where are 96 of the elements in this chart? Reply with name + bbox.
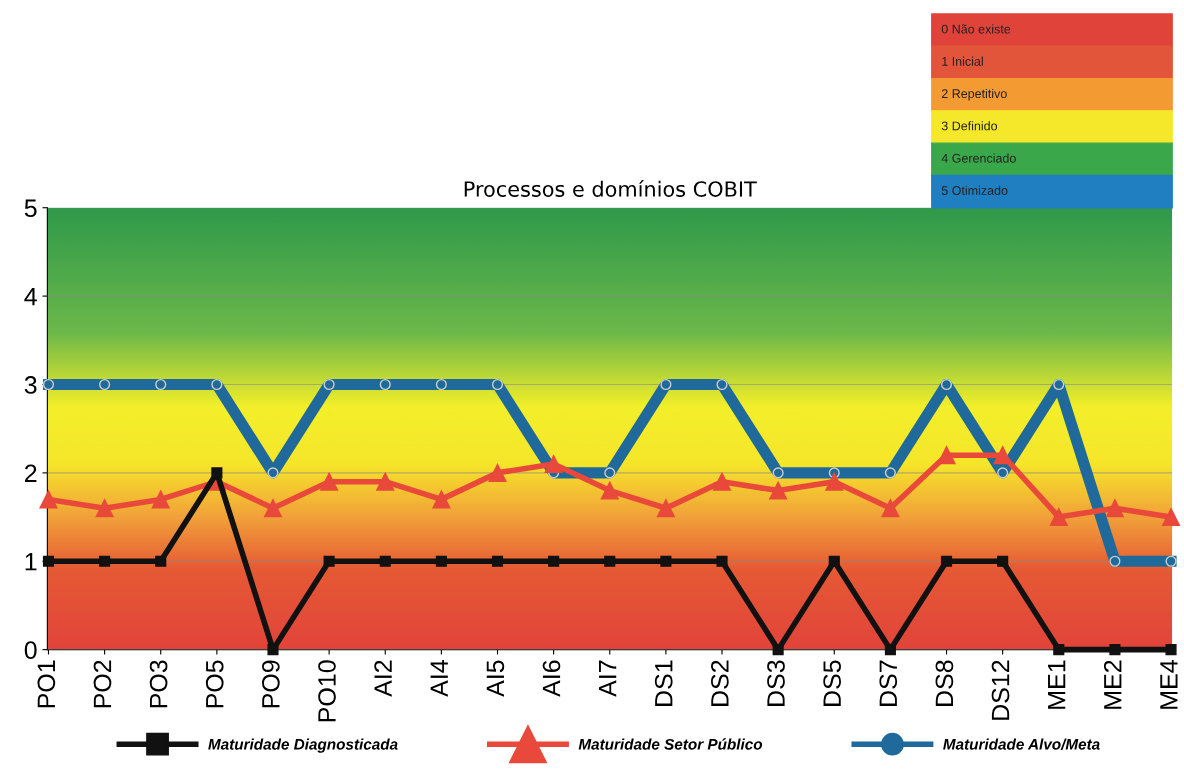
point: [432, 490, 451, 509]
point: [656, 499, 675, 518]
x-tick-label: AI5: [486, 660, 505, 697]
point: [39, 490, 58, 509]
point: [604, 555, 616, 567]
x-tick-label: AI4: [430, 660, 448, 697]
x-tick-label: ME4: [1160, 660, 1178, 709]
x-tick-label: DS8: [935, 660, 954, 706]
point: [42, 555, 55, 567]
text: 5 Otimizado: [941, 185, 1008, 195]
x-tick-label: DS3: [767, 660, 785, 706]
x-tick-label: PO5: [205, 660, 224, 708]
x-tick-label: DS12: [991, 660, 1010, 720]
point: [155, 378, 167, 391]
point: [772, 467, 784, 479]
point: [997, 555, 1009, 567]
point: [1165, 644, 1177, 656]
point: [884, 467, 896, 479]
point: [548, 555, 560, 567]
y-tick-label: 2: [24, 464, 37, 482]
point: [1105, 499, 1124, 518]
point: [488, 463, 507, 482]
point: [1049, 508, 1068, 527]
x-tick-label: PO2: [93, 660, 112, 708]
point: [211, 467, 223, 479]
chart-title: Processos e domínios COBIT: [464, 179, 757, 197]
point: [997, 467, 1009, 479]
point: [993, 446, 1012, 465]
text: 2 Repetitivo: [941, 88, 1007, 101]
y-tick-label: 1: [25, 553, 37, 571]
point: [604, 467, 616, 479]
point: [1109, 555, 1121, 567]
point: [881, 499, 900, 518]
point: [1109, 644, 1121, 656]
x-tick-label: PO1: [37, 660, 56, 708]
y-tick-label: 0: [24, 641, 37, 659]
point: [825, 472, 844, 491]
point: [151, 490, 170, 509]
point: [99, 378, 111, 391]
point: [211, 378, 223, 391]
point: [323, 555, 335, 567]
x-tick-label: DS2: [711, 660, 729, 706]
x-tick-label: DS5: [823, 660, 841, 706]
point: [491, 378, 504, 391]
point: [323, 378, 335, 391]
point: [712, 472, 732, 491]
point: [267, 644, 279, 656]
point: [1053, 378, 1065, 391]
point: [600, 481, 619, 500]
point: [376, 472, 395, 491]
point: [379, 378, 391, 391]
point: [1162, 508, 1181, 527]
x-tick-label: DS1: [654, 660, 673, 706]
y-tick-label: 5: [24, 199, 37, 218]
point: [491, 555, 504, 567]
text: 3 Definido: [941, 121, 998, 131]
x-tick-label: AI7: [599, 660, 617, 697]
legend-label: Maturidade Alvo/Meta: [943, 738, 1100, 750]
point: [544, 455, 563, 474]
point: [716, 378, 728, 391]
point: [940, 555, 953, 567]
point: [99, 555, 111, 567]
x-tick-label: AI2: [374, 660, 392, 697]
legend-label: Maturidade Diagnosticada: [208, 738, 398, 753]
text: 0 Não existe: [941, 24, 1011, 34]
point: [95, 499, 114, 518]
text: 1 Inicial: [942, 56, 983, 66]
x-tick-label: PO3: [149, 660, 168, 708]
point: [772, 644, 784, 656]
x-tick-label: PO10: [318, 660, 336, 722]
point: [1165, 555, 1177, 567]
point: [155, 555, 167, 567]
point: [940, 378, 953, 391]
x-tick-label: ME2: [1103, 660, 1122, 709]
point: [435, 378, 447, 391]
y-tick-label: 4: [24, 287, 37, 306]
x-tick-label: DS7: [879, 660, 898, 706]
x-tick-label: ME1: [1048, 660, 1066, 709]
point: [267, 467, 279, 479]
point: [435, 555, 447, 567]
point: [263, 499, 283, 518]
y-tick-label: 3: [24, 376, 37, 394]
text: 4 Gerenciado: [941, 153, 1016, 163]
point: [769, 481, 788, 500]
point: [1053, 644, 1065, 656]
point: [660, 378, 672, 391]
point: [884, 644, 896, 656]
x-tick-label: PO9: [262, 660, 280, 708]
point: [42, 378, 55, 391]
point: [828, 555, 840, 567]
legend-label: Maturidade Setor Público: [578, 738, 763, 750]
x-tick-label: AI6: [542, 660, 561, 697]
point: [716, 555, 728, 567]
point: [379, 555, 391, 567]
point: [320, 472, 339, 491]
point: [660, 555, 672, 567]
